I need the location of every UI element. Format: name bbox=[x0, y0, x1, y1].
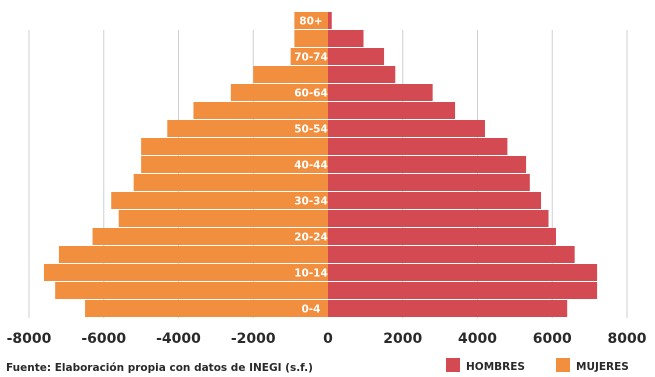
bar-mujeres-70-74 bbox=[290, 48, 328, 65]
legend-swatch-mujeres bbox=[556, 358, 570, 372]
age-label-60-64: 60-64 bbox=[294, 88, 328, 100]
x-tick-4000: 4000 bbox=[458, 331, 497, 347]
age-label-0-4: 0-4 bbox=[302, 304, 321, 316]
x-tick-2000: 2000 bbox=[383, 331, 422, 347]
age-label-80+: 80+ bbox=[299, 16, 322, 28]
bar-hombres-10-14 bbox=[328, 264, 598, 281]
bar-hombres-65-69 bbox=[328, 66, 396, 83]
source-note: Fuente: Elaboración propia con datos de … bbox=[6, 362, 313, 374]
x-tick--2000: -2000 bbox=[231, 331, 276, 347]
age-label-20-24: 20-24 bbox=[294, 232, 328, 244]
x-tick--8000: -8000 bbox=[7, 331, 52, 347]
x-tick--6000: -6000 bbox=[81, 331, 126, 347]
bar-hombres-30-34 bbox=[328, 192, 542, 209]
bar-mujeres-80+ bbox=[294, 12, 328, 29]
bar-mujeres-75-79 bbox=[294, 30, 328, 47]
bar-mujeres-30-34 bbox=[111, 192, 328, 209]
legend-label-hombres: HOMBRES bbox=[466, 361, 525, 373]
bar-mujeres-60-64 bbox=[230, 84, 328, 101]
bar-mujeres-10-14 bbox=[43, 264, 328, 281]
x-tick-6000: 6000 bbox=[533, 331, 572, 347]
x-tick-8000: 8000 bbox=[608, 331, 647, 347]
bar-hombres-35-39 bbox=[328, 174, 530, 191]
bar-mujeres-20-24 bbox=[92, 228, 328, 245]
bar-mujeres-65-69 bbox=[253, 66, 328, 83]
bar-hombres-80+ bbox=[328, 12, 332, 29]
bar-mujeres-55-59 bbox=[193, 102, 328, 119]
bars bbox=[43, 12, 598, 317]
bar-mujeres-25-29 bbox=[118, 210, 328, 227]
bar-hombres-60-64 bbox=[328, 84, 433, 101]
bar-hombres-25-29 bbox=[328, 210, 549, 227]
bar-mujeres-35-39 bbox=[133, 174, 328, 191]
bar-mujeres-5-9 bbox=[55, 282, 328, 299]
bar-hombres-0-4 bbox=[328, 300, 568, 317]
bar-hombres-5-9 bbox=[328, 282, 598, 299]
bar-hombres-55-59 bbox=[328, 102, 456, 119]
bar-mujeres-0-4 bbox=[85, 300, 328, 317]
legend-swatch-hombres bbox=[446, 358, 460, 372]
x-tick--4000: -4000 bbox=[156, 331, 201, 347]
bar-hombres-70-74 bbox=[328, 48, 385, 65]
bar-mujeres-45-49 bbox=[141, 138, 328, 155]
age-label-10-14: 10-14 bbox=[294, 268, 328, 280]
x-tick-0: 0 bbox=[323, 331, 333, 347]
bar-hombres-50-54 bbox=[328, 120, 485, 137]
bar-hombres-40-44 bbox=[328, 156, 527, 173]
age-labels: 0-4 10-14 20-24 30-34 40-44 50-54 60-64 70-74 80… bbox=[294, 16, 328, 316]
age-label-50-54: 50-54 bbox=[294, 124, 328, 136]
bar-hombres-45-49 bbox=[328, 138, 508, 155]
age-label-70-74: 70-74 bbox=[294, 52, 328, 64]
bar-hombres-15-19 bbox=[328, 246, 575, 263]
age-label-40-44: 40-44 bbox=[294, 160, 328, 172]
age-label-30-34: 30-34 bbox=[294, 196, 328, 208]
bar-hombres-75-79 bbox=[328, 30, 364, 47]
bar-mujeres-15-19 bbox=[58, 246, 329, 263]
bar-hombres-20-24 bbox=[328, 228, 556, 245]
bar-mujeres-40-44 bbox=[141, 156, 328, 173]
legend-label-mujeres: MUJERES bbox=[576, 361, 629, 373]
x-axis-ticks: -8000 -6000 -4000 -2000 0 2000 4000 6000 8000 bbox=[7, 331, 647, 347]
bar-mujeres-50-54 bbox=[167, 120, 328, 137]
